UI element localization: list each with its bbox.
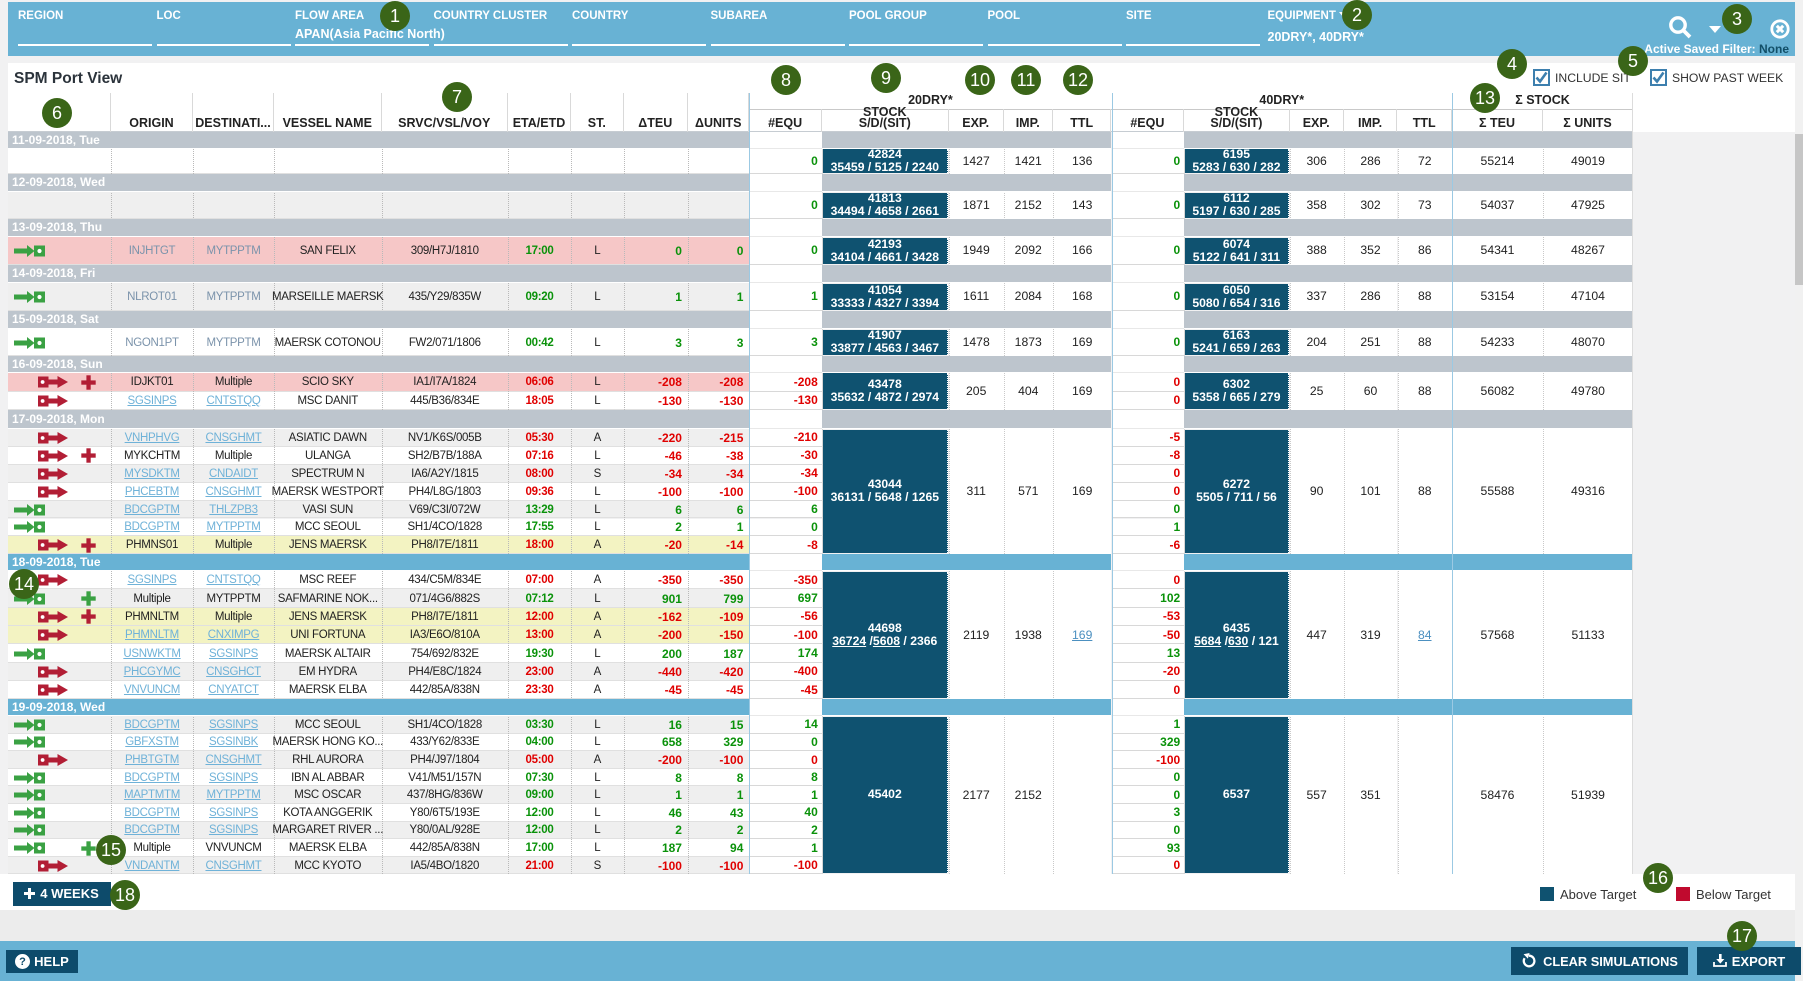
svg-text:?: ?	[19, 956, 26, 968]
